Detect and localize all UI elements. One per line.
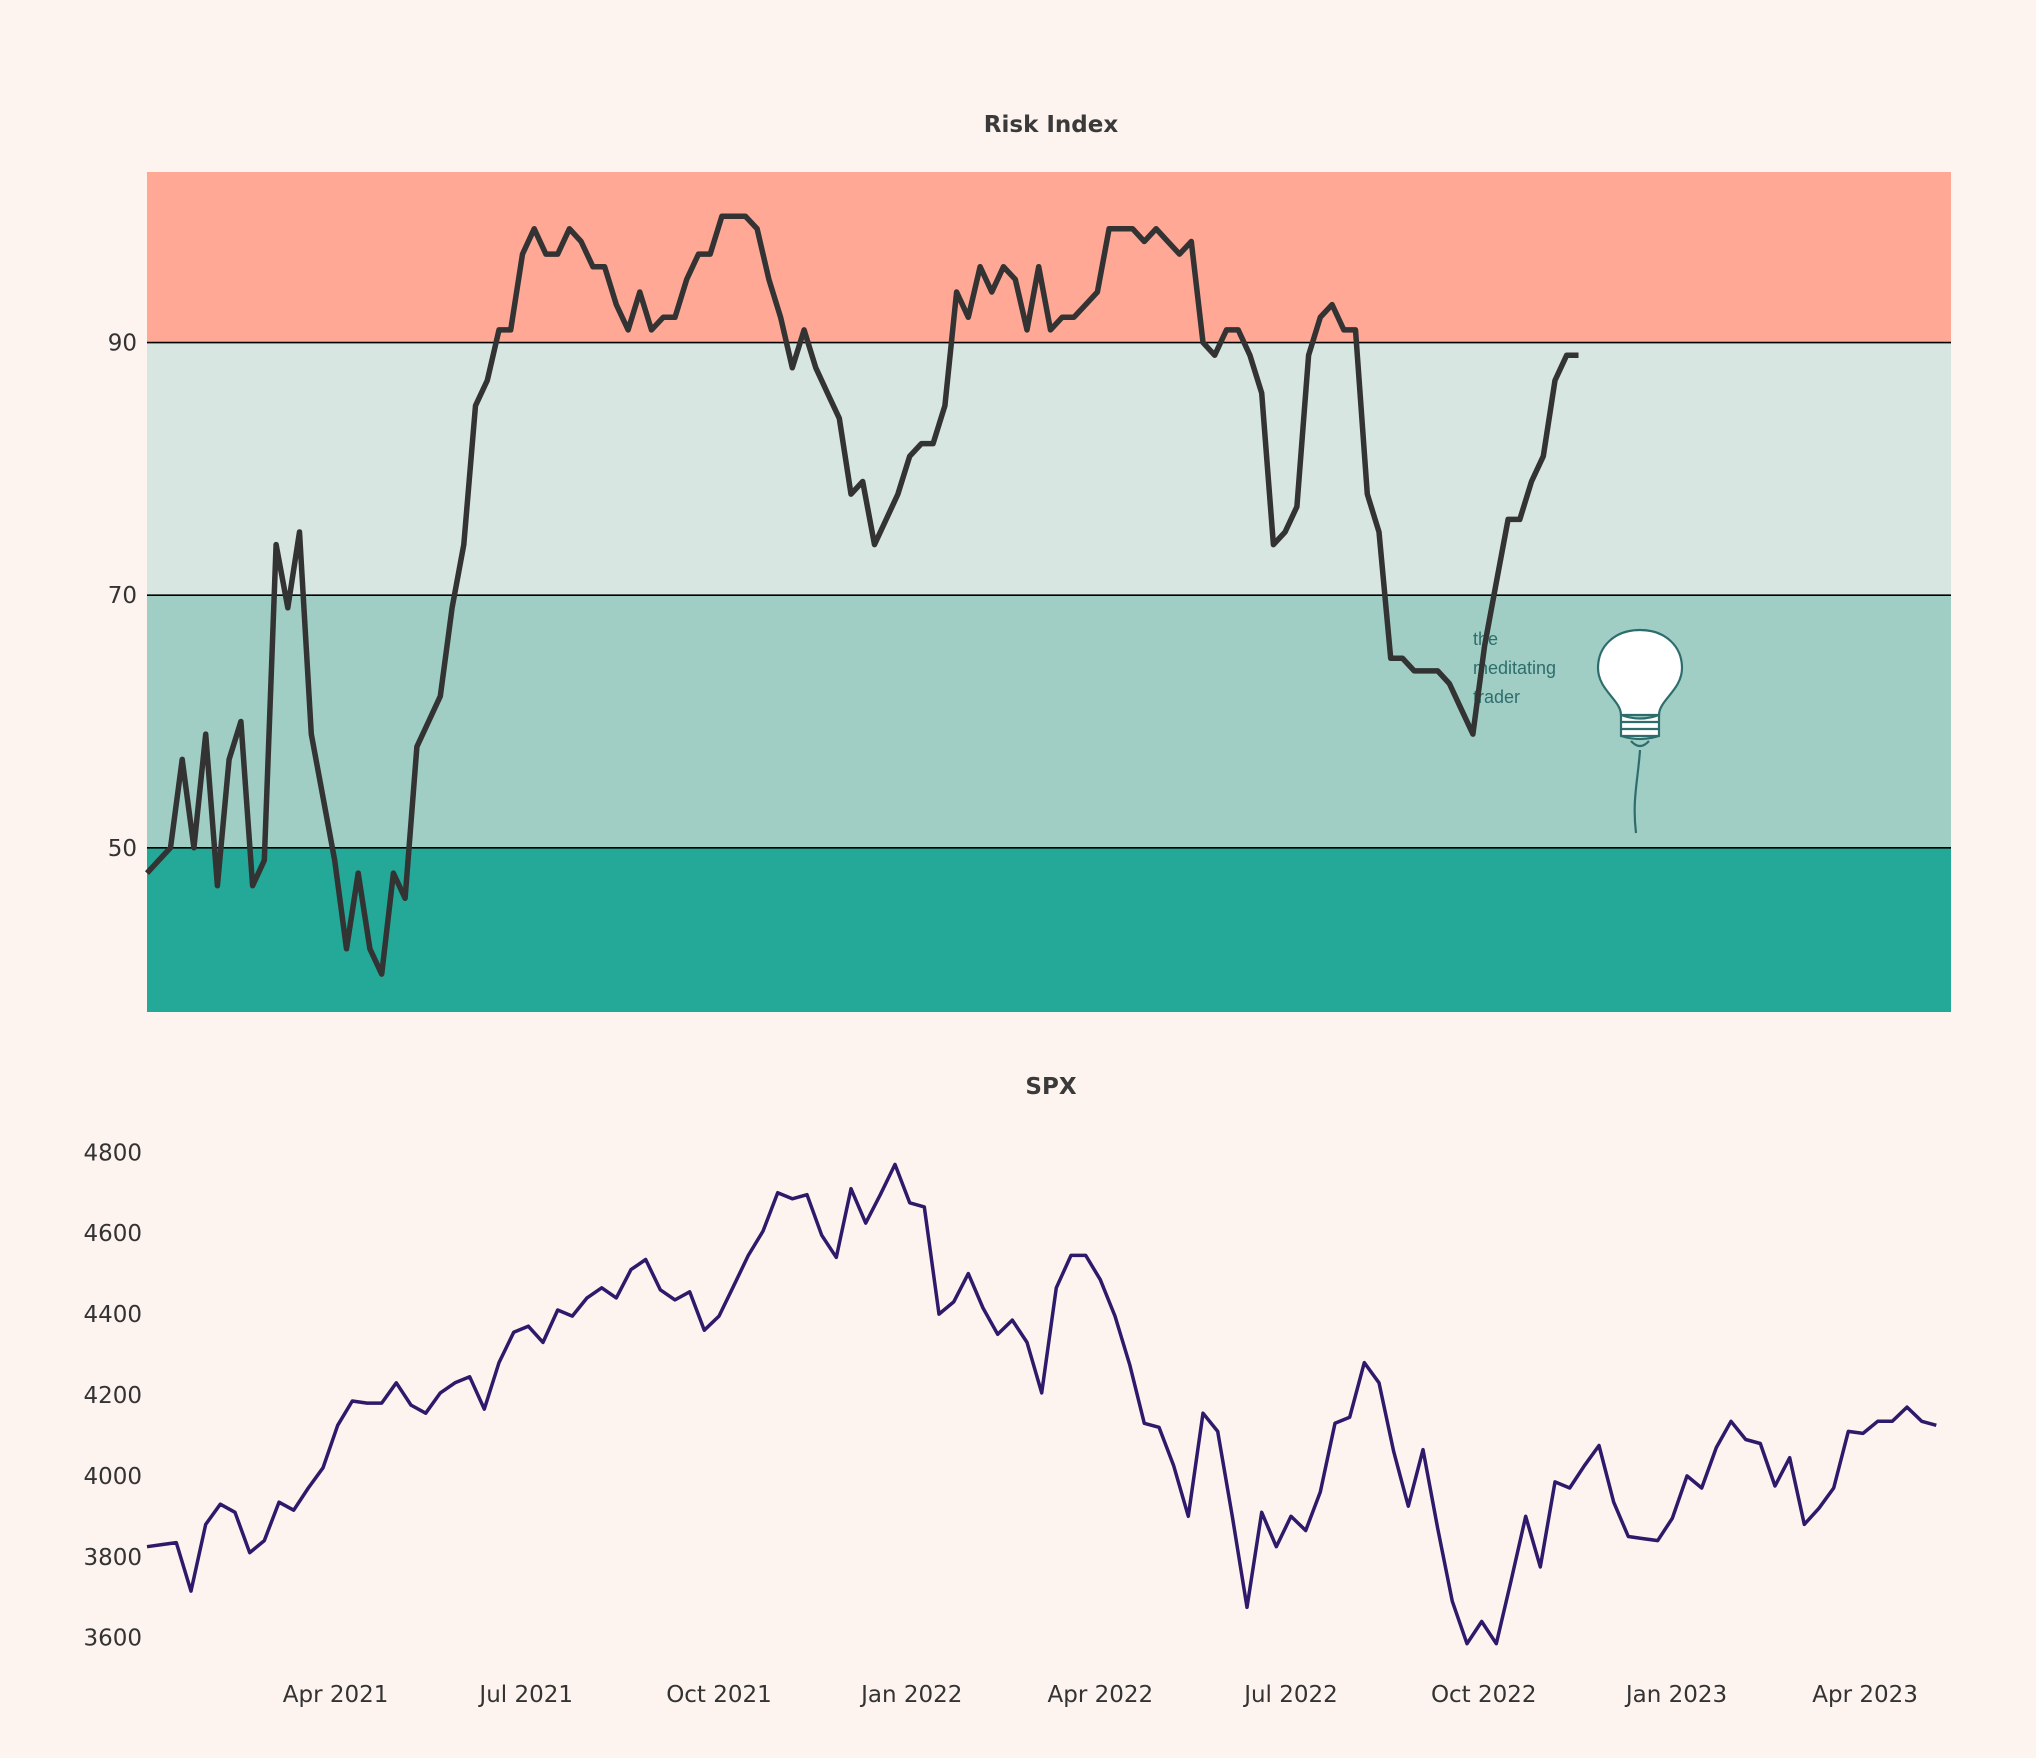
spx-x-tick-7: Jan 2023: [1624, 1682, 1727, 1708]
logo-text-line-3: trader: [1473, 687, 1520, 707]
risk-y-tick-90: 90: [108, 331, 137, 357]
risk-zone-3: [147, 847, 1951, 1012]
risk-zone-2: [147, 595, 1951, 848]
risk-index-title: Risk Index: [984, 112, 1119, 138]
spx-panel: SPX 3600 3800 4000 4200 4400 4600 4800 Apr 202…: [83, 1074, 1937, 1708]
spx-y-tick-4200: 4200: [83, 1383, 142, 1409]
risk-y-tick-70: 70: [108, 583, 137, 609]
spx-y-tick-4600: 4600: [83, 1221, 142, 1247]
spx-x-tick-0: Apr 2021: [283, 1682, 389, 1708]
spx-x-tick-6: Oct 2022: [1431, 1682, 1537, 1708]
spx-y-tick-4800: 4800: [83, 1140, 142, 1166]
spx-line: [146, 1162, 1937, 1646]
spx-x-tick-8: Apr 2023: [1812, 1682, 1918, 1708]
lightbulb-icon: [1596, 628, 1684, 834]
risk-y-tick-50: 50: [108, 836, 137, 862]
logo-text-line-2: meditating: [1473, 658, 1556, 678]
spx-x-axis: Apr 2021 Jul 2021 Oct 2021 Jan 2022 Apr 2022…: [283, 1682, 1918, 1708]
risk-zone-1: [147, 342, 1951, 596]
risk-zones: [147, 172, 1951, 1012]
spx-x-tick-5: Jul 2022: [1242, 1682, 1338, 1708]
risk-gridlines: [147, 341, 1951, 849]
spx-y-axis: 3600 3800 4000 4200 4400 4600 4800: [83, 1140, 142, 1651]
spx-x-tick-2: Oct 2021: [666, 1682, 772, 1708]
meditating-trader-logo: the meditating trader: [1473, 628, 1684, 834]
spx-y-tick-3800: 3800: [83, 1545, 142, 1571]
spx-y-tick-3600: 3600: [83, 1626, 142, 1652]
spx-x-tick-1: Jul 2021: [477, 1682, 573, 1708]
spx-title: SPX: [1025, 1074, 1076, 1100]
risk-index-line: [144, 213, 1579, 977]
risk-y-axis: 50 70 90: [108, 331, 137, 862]
spx-y-tick-4400: 4400: [83, 1302, 142, 1328]
spx-x-tick-4: Apr 2022: [1048, 1682, 1154, 1708]
spx-x-tick-3: Jan 2022: [859, 1682, 962, 1708]
spx-y-tick-4000: 4000: [83, 1464, 142, 1490]
risk-index-panel: Risk Index 50 70 90 the meditating trader: [108, 112, 1951, 1012]
